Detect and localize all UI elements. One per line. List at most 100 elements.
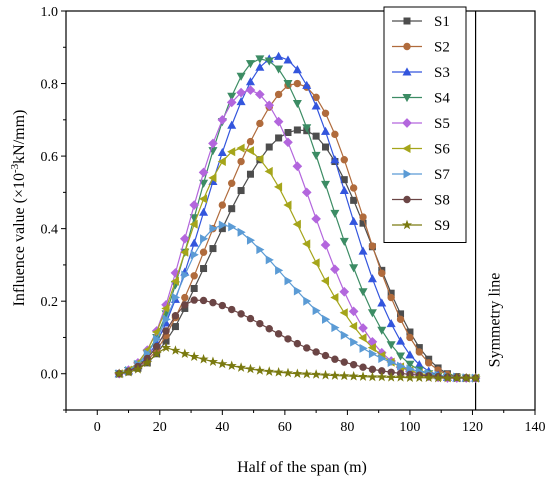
data-point-S2 [359, 213, 367, 221]
data-point-S2 [190, 272, 198, 280]
data-point-S9 [282, 367, 294, 378]
data-point-S6 [349, 321, 358, 331]
data-point-S5 [358, 323, 368, 333]
data-point-S9 [217, 358, 228, 369]
data-point-S8 [209, 298, 217, 307]
data-point-S5 [330, 264, 340, 275]
data-point-S1 [284, 129, 292, 137]
data-point-S9 [451, 372, 462, 383]
x-tick-label: 100 [399, 420, 420, 435]
data-point-S6 [217, 157, 226, 167]
data-point-S4 [367, 309, 377, 318]
legend-marker [402, 143, 411, 154]
x-tick-label: 60 [278, 420, 292, 435]
data-point-S2 [415, 348, 424, 356]
data-point-S2 [274, 90, 283, 99]
data-point-S9 [254, 365, 265, 375]
data-point-S2 [321, 109, 330, 117]
data-point-S4 [377, 326, 387, 335]
legend-marker [402, 67, 412, 76]
legend-marker [403, 42, 411, 51]
data-point-S2 [228, 179, 236, 187]
y-tick-label: 0.4 [41, 223, 59, 238]
data-point-S9 [292, 368, 303, 379]
data-point-S9 [414, 372, 425, 382]
data-point-S9 [142, 357, 153, 368]
data-point-S7 [162, 314, 171, 324]
data-point-S3 [227, 120, 237, 129]
data-point-S6 [358, 333, 367, 343]
data-point-S7 [312, 306, 321, 316]
y-axis-label-prefix: Influence value (×10 [11, 173, 28, 306]
x-tick-label: 120 [462, 420, 483, 435]
data-point-S3 [349, 216, 359, 225]
data-point-S8 [331, 355, 339, 363]
x-tick-label: 0 [94, 420, 101, 435]
y-tick-label: 0.2 [41, 295, 59, 310]
data-point-S7 [237, 227, 246, 237]
data-point-S7 [359, 343, 368, 353]
data-point-S3 [302, 80, 312, 89]
data-point-S3 [367, 274, 377, 283]
x-tick-label: 140 [525, 420, 546, 435]
legend-item-S8: S8 [392, 193, 450, 209]
data-point-S4 [292, 100, 302, 109]
legend-item-S5: S5 [392, 116, 450, 132]
data-point-S7 [303, 296, 312, 306]
plot-frame [65, 10, 536, 411]
data-point-S1 [200, 265, 208, 273]
data-point-S5 [339, 286, 350, 297]
data-point-S2 [340, 156, 348, 164]
data-point-S2 [424, 359, 433, 367]
data-point-S4 [349, 264, 359, 273]
data-point-S5 [245, 85, 256, 95]
data-point-S3 [386, 319, 396, 328]
data-point-S9 [226, 360, 237, 371]
data-point-S7 [190, 250, 199, 260]
data-point-S5 [301, 187, 312, 198]
data-point-S4 [255, 55, 265, 64]
data-point-S1 [312, 132, 320, 140]
data-point-S6 [208, 173, 217, 183]
series-layer [114, 51, 481, 383]
data-point-S4 [302, 124, 312, 133]
data-point-S6 [311, 258, 320, 268]
data-point-S6 [283, 200, 292, 210]
data-point-S3 [377, 298, 387, 307]
data-point-S8 [171, 311, 180, 320]
data-point-S9 [151, 348, 162, 359]
data-point-S4 [330, 209, 340, 219]
data-point-S4 [321, 180, 331, 189]
data-point-S7 [181, 270, 190, 280]
data-point-S2 [181, 293, 189, 302]
data-point-S7 [153, 334, 162, 344]
y-axis-label-sup: -3 [9, 163, 21, 173]
data-point-S7 [256, 245, 265, 255]
data-point-S4 [311, 151, 321, 160]
data-point-S5 [189, 200, 200, 210]
data-point-S9 [123, 366, 134, 377]
data-point-S8 [284, 335, 292, 343]
data-point-S4 [199, 179, 209, 188]
data-point-S9 [348, 370, 359, 381]
data-point-S9 [198, 353, 209, 364]
data-point-S3 [358, 246, 368, 255]
data-point-S4 [264, 57, 274, 66]
data-point-S9 [273, 366, 284, 377]
data-point-S8 [265, 325, 273, 333]
legend-marker [403, 195, 411, 204]
y-tick-label: 0.8 [41, 78, 59, 93]
data-point-S3 [330, 155, 340, 164]
data-point-S5 [255, 89, 265, 100]
y-tick-label: 0.6 [41, 150, 59, 165]
data-point-S9 [386, 372, 397, 382]
data-point-S6 [161, 303, 170, 313]
x-tick-label: 40 [215, 420, 229, 435]
legend-label: S8 [434, 193, 450, 209]
data-point-S5 [198, 167, 209, 178]
data-point-S7 [171, 293, 181, 303]
x-tick-label: 80 [340, 420, 354, 435]
y-tick-label: 0.0 [41, 368, 59, 383]
data-point-S3 [396, 336, 406, 345]
legend-label: S4 [434, 91, 450, 107]
